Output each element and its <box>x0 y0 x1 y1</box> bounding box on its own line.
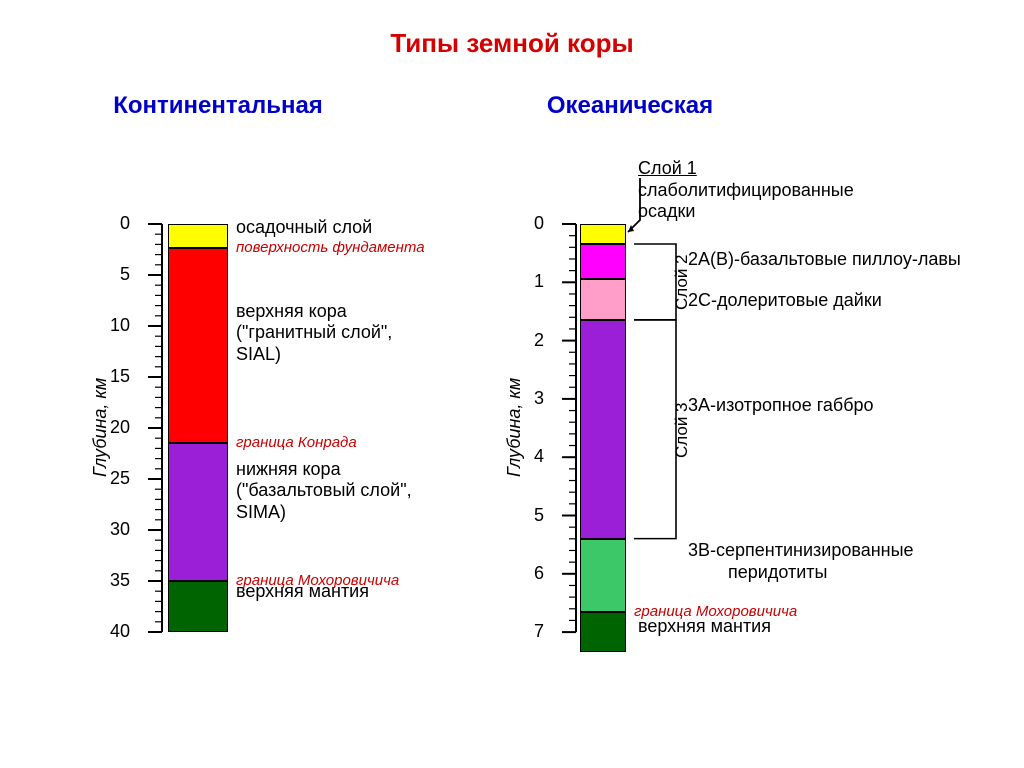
oceanic-layer <box>580 612 626 653</box>
continental-layer-label: нижняя кора ("базальтовый слой", SIMA) <box>236 459 412 524</box>
oceanic-layer-label: 3А-изотропное габбро <box>688 395 874 417</box>
continental-layer-label: верхняя кора ("гранитный слой", SIAL) <box>236 301 392 366</box>
continental-axis <box>134 222 164 634</box>
continental-tick: 30 <box>100 519 130 540</box>
continental-subtitle: Континентальная <box>48 92 388 120</box>
continental-tick: 0 <box>100 213 130 234</box>
oceanic-tick: 2 <box>514 330 544 351</box>
oceanic-layer-label: 2А(В)-базальтовые пиллоу-лавы <box>688 249 961 271</box>
continental-boundary: граница Конрада <box>236 434 357 451</box>
oceanic-layer <box>580 320 626 539</box>
continental-yaxis-label: Глубина, км <box>90 378 111 477</box>
oceanic-yaxis-label: Глубина, км <box>504 378 525 477</box>
continental-layer <box>168 224 228 248</box>
oceanic-tick: 7 <box>514 621 544 642</box>
side-group-label: Слой 2 <box>672 255 692 311</box>
continental-tick: 40 <box>100 621 130 642</box>
oceanic-layer-label: 3В-серпентинизированные перидотиты <box>688 540 914 583</box>
continental-layer <box>168 581 228 632</box>
oceanic-layer-label: 2С-долеритовые дайки <box>688 290 882 312</box>
oceanic-layer <box>580 279 626 320</box>
arrow-icon <box>622 176 652 246</box>
oceanic-tick: 6 <box>514 563 544 584</box>
continental-boundary: поверхность фундамента <box>236 239 425 256</box>
oceanic-boundary: граница Мохоровичича <box>634 603 797 620</box>
continental-tick: 35 <box>100 570 130 591</box>
oceanic-axis <box>548 222 578 634</box>
continental-tick: 5 <box>100 264 130 285</box>
oceanic-layer <box>580 224 626 244</box>
oceanic-tick: 1 <box>514 271 544 292</box>
side-group-label: Слой 3 <box>672 402 692 458</box>
continental-layer-label: осадочный слой <box>236 217 372 239</box>
continental-tick: 10 <box>100 315 130 336</box>
continental-layer <box>168 248 228 443</box>
oceanic-subtitle: Океаническая <box>460 92 800 120</box>
continental-boundary: граница Мохоровичича <box>236 572 399 589</box>
oceanic-top-annotation: Слой 1слаболитифицированныеосадки <box>638 158 854 223</box>
oceanic-layer <box>580 244 626 279</box>
oceanic-layer <box>580 539 626 612</box>
continental-layer <box>168 443 228 581</box>
main-title: Типы земной коры <box>0 0 1024 59</box>
oceanic-tick: 5 <box>514 505 544 526</box>
oceanic-tick: 0 <box>514 213 544 234</box>
